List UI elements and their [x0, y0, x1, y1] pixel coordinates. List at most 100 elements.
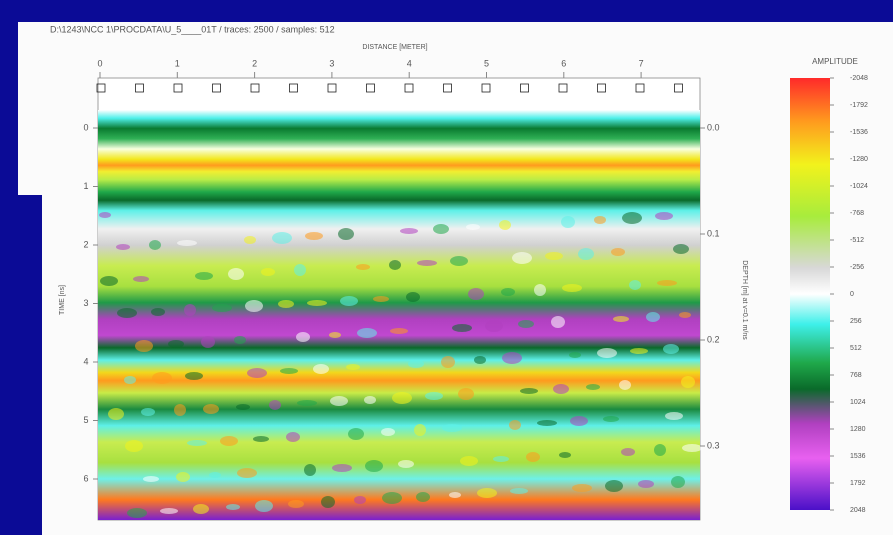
texture-blob: [212, 304, 232, 312]
texture-blob: [561, 216, 575, 228]
texture-blob: [485, 320, 503, 332]
texture-blob: [321, 496, 335, 508]
texture-blob: [629, 280, 641, 290]
texture-blob: [441, 356, 455, 368]
texture-blob: [177, 240, 197, 246]
texture-blob: [493, 456, 509, 462]
texture-blob: [244, 236, 256, 244]
texture-blob: [203, 404, 219, 414]
colorbar-tick-label: 0: [850, 291, 854, 298]
texture-blob: [143, 476, 159, 482]
texture-blob: [655, 212, 673, 220]
texture-blob: [365, 460, 383, 472]
texture-blob: [569, 352, 581, 358]
texture-blob: [597, 348, 617, 358]
texture-blob: [201, 336, 215, 348]
texture-blob: [127, 508, 147, 518]
colorbar-tick-label: -1792: [850, 102, 868, 109]
texture-blob: [537, 420, 557, 426]
texture-blob: [356, 264, 370, 270]
texture-blob: [313, 364, 329, 374]
texture-blob: [100, 276, 118, 286]
texture-blob: [280, 368, 298, 374]
texture-blob: [357, 328, 377, 338]
texture-blob: [682, 444, 702, 452]
texture-blob: [545, 252, 563, 260]
texture-blob: [630, 348, 648, 354]
texture-blob: [553, 384, 569, 394]
colorbar-tick-label: -256: [850, 264, 864, 271]
texture-blob: [510, 488, 528, 494]
texture-blob: [673, 244, 689, 254]
texture-blob: [646, 312, 660, 322]
texture-blob: [160, 508, 178, 514]
right-axis-label: DEPTH [m] at v=0.1 m/ns: [741, 260, 748, 340]
texture-blob: [390, 328, 408, 334]
texture-blob: [220, 436, 238, 446]
texture-blob: [603, 416, 619, 422]
texture-blob: [269, 400, 281, 410]
texture-blob: [255, 500, 273, 512]
texture-blob: [294, 264, 306, 276]
texture-blob: [474, 356, 486, 364]
file-title: D:\1243\NCC 1\PROCDATA\U_5____01T / trac…: [50, 24, 335, 34]
texture-blob: [149, 240, 161, 250]
texture-blob: [288, 500, 304, 508]
texture-blob: [442, 424, 462, 432]
left-tick-label: 5: [83, 415, 88, 425]
texture-blob: [671, 476, 685, 488]
texture-blob: [621, 448, 635, 456]
texture-blob: [185, 372, 203, 380]
texture-blob: [417, 260, 437, 266]
texture-blob: [551, 316, 565, 328]
texture-blob: [348, 428, 364, 440]
texture-blob: [329, 332, 341, 338]
texture-blob: [234, 336, 246, 344]
colorbar: [790, 78, 830, 510]
texture-blob: [499, 220, 511, 230]
colorbar-tick-label: 2048: [850, 507, 866, 514]
right-tick-label: 0.0: [707, 122, 720, 132]
texture-blob: [398, 460, 414, 468]
texture-blob: [534, 284, 546, 296]
texture-blob: [570, 416, 588, 426]
texture-blob: [272, 232, 292, 244]
texture-blob: [237, 468, 257, 478]
texture-blob: [611, 248, 625, 256]
texture-blob: [526, 452, 540, 462]
texture-blob: [509, 420, 521, 430]
colorbar-tick-label: 256: [850, 318, 862, 325]
texture-blob: [187, 440, 207, 446]
texture-blob: [389, 260, 401, 270]
texture-blob: [135, 340, 153, 352]
colorbar-tick-label: -512: [850, 237, 864, 244]
colorbar-tick-label: -1024: [850, 183, 868, 190]
texture-blob: [477, 488, 497, 498]
left-tick-label: 0: [83, 122, 88, 132]
texture-blob: [168, 340, 184, 348]
top-tick-label: 4: [407, 58, 412, 68]
texture-blob: [247, 368, 267, 378]
texture-blob: [338, 228, 354, 240]
texture-blob: [141, 408, 155, 416]
colorbar-tick-label: 1024: [850, 399, 866, 406]
texture-blob: [605, 480, 623, 492]
texture-blob: [654, 444, 666, 456]
texture-blob: [373, 296, 389, 302]
texture-blob: [340, 296, 358, 306]
top-tick-label: 7: [639, 58, 644, 68]
top-tick-label: 6: [561, 58, 566, 68]
texture-blob: [304, 464, 316, 476]
texture-blob: [124, 376, 136, 384]
colorbar-tick-label: -2048: [850, 75, 868, 82]
colorbar-tick-label: -1536: [850, 129, 868, 136]
texture-blob: [518, 320, 534, 328]
texture-blob: [679, 312, 691, 318]
texture-blob: [133, 276, 149, 282]
right-tick-label: 0.1: [707, 228, 720, 238]
colorbar-title: AMPLITUDE: [812, 57, 858, 66]
texture-blob: [125, 440, 143, 452]
top-tick-label: 1: [175, 58, 180, 68]
texture-blob: [619, 380, 631, 390]
texture-blob: [400, 228, 418, 234]
